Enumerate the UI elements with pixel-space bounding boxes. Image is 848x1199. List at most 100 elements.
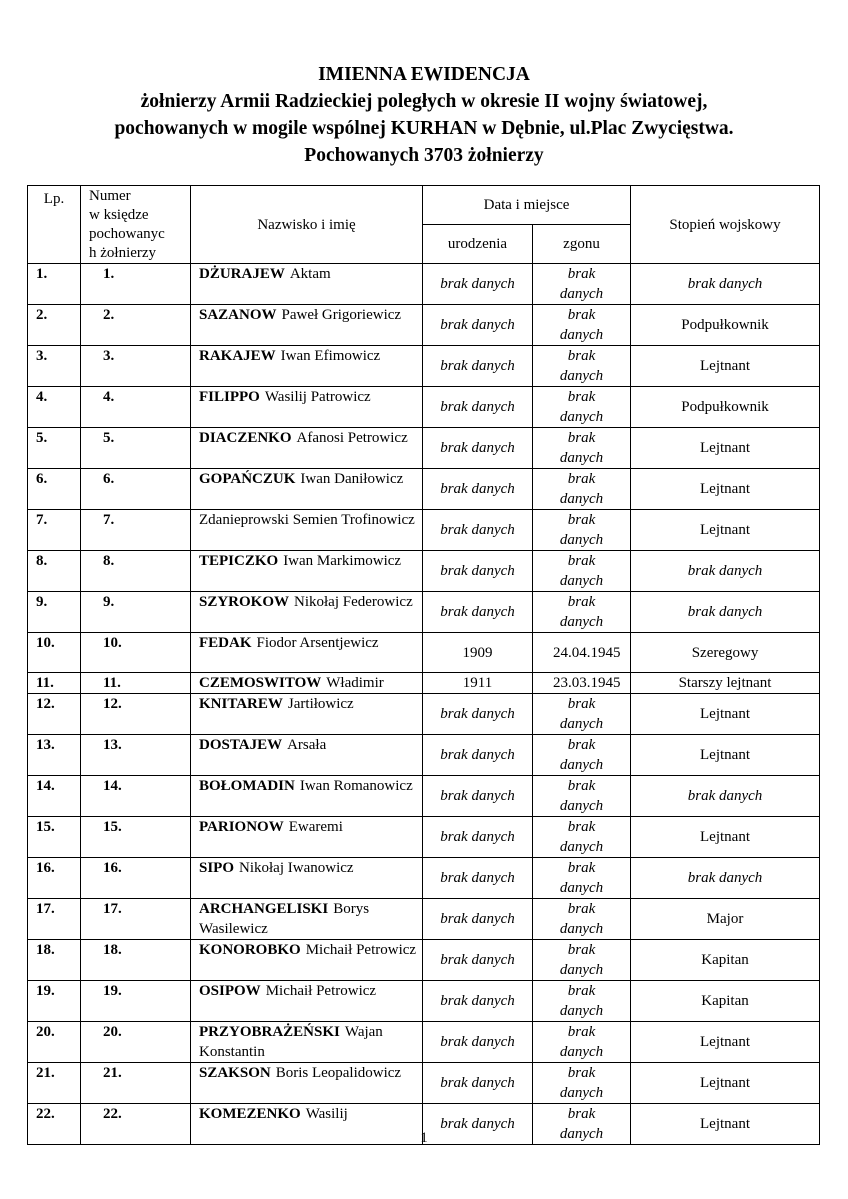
rank-cell: Kapitan xyxy=(630,939,821,981)
birth-cell: brak danych xyxy=(422,693,533,735)
surname: BOŁOMADIN xyxy=(199,778,295,794)
birth-cell: brak danych xyxy=(422,939,533,981)
surname: FILIPPO xyxy=(199,389,260,405)
table-row: 1. 1. DŻURAJEW Aktam brak danych brak danych b… xyxy=(27,263,821,305)
given-names: Wasilij xyxy=(305,1106,348,1122)
given-names: Aktam xyxy=(289,266,331,282)
given-names: Paweł Grigoriewicz xyxy=(281,307,402,323)
rank-cell: brak danych xyxy=(630,263,821,305)
number-cell: 20. xyxy=(80,1021,191,1063)
death-cell: brak danych xyxy=(531,857,632,899)
name-cell: GOPAŃCZUK Iwan Daniłowicz xyxy=(190,468,423,510)
surname: ARCHANGELISKI xyxy=(199,901,329,917)
col-birth: urodzenia xyxy=(422,224,533,264)
table-row: 21. 21. SZAKSON Boris Leopalidowicz brak dan… xyxy=(27,1062,821,1104)
rank-cell: Major xyxy=(630,898,821,940)
col-death: zgonu xyxy=(531,224,632,264)
birth-cell: brak danych xyxy=(422,468,533,510)
table-row: 12. 12. KNITAREW Jartiłowicz brak danych brak… xyxy=(27,693,821,735)
given-names: Iwan Efimowicz xyxy=(280,348,381,364)
birth-cell: brak danych xyxy=(422,427,533,469)
death-cell: brak danych xyxy=(531,304,632,346)
table-row: 7. 7. Zdanieprowski Semien Trofinowicz brak… xyxy=(27,509,821,551)
table-row: 3. 3. RAKAJEW Iwan Efimowicz brak danych brak… xyxy=(27,345,821,387)
surname: TEPICZKO xyxy=(199,553,279,569)
lp-cell: 8. xyxy=(27,550,81,592)
given-names: Ewaremi xyxy=(288,819,343,835)
lp-cell: 3. xyxy=(27,345,81,387)
title: IMIENNA EWIDENCJA xyxy=(318,64,530,85)
table-row: 6. 6. GOPAŃCZUK Iwan Daniłowicz brak danych b… xyxy=(27,468,821,510)
lp-cell: 12. xyxy=(27,693,81,735)
surname: PRZYOBRAŻEŃSKI xyxy=(199,1024,340,1040)
death-cell: brak danych xyxy=(531,550,632,592)
name-cell: FEDAK Fiodor Arsentjewicz xyxy=(190,632,423,673)
surname: OSIPOW xyxy=(199,983,261,999)
birth-cell: brak danych xyxy=(422,1062,533,1104)
table-row: 16. 16. SIPO Nikołaj Iwanowicz brak danych br… xyxy=(27,857,821,899)
rank-cell: Podpułkownik xyxy=(630,304,821,346)
number-cell: 16. xyxy=(80,857,191,899)
rank-cell: brak danych xyxy=(630,550,821,592)
death-cell: brak danych xyxy=(531,427,632,469)
rank-cell: Lejtnant xyxy=(630,345,821,387)
rank-cell: Lejtnant xyxy=(630,693,821,735)
table-row: 10. 10. FEDAK Fiodor Arsentjewicz 1909 24.04.… xyxy=(27,632,821,673)
number-cell: 19. xyxy=(80,980,191,1022)
given-names: Michaił Petrowicz xyxy=(305,942,417,958)
col-date-place: Data i miejsce xyxy=(421,185,632,225)
birth-cell: brak danych xyxy=(422,345,533,387)
subtitle-line: Pochowanych 3703 żołnierzy xyxy=(304,145,544,166)
number-cell: 12. xyxy=(80,693,191,735)
surname: SIPO xyxy=(199,860,235,876)
death-cell: brak danych xyxy=(531,775,632,817)
subtitle-line: pochowanych w mogile wspólnej KURHAN w D… xyxy=(114,118,734,139)
number-cell: 21. xyxy=(80,1062,191,1104)
table-row: 15. 15. PARIONOW Ewaremi brak danych brak dan… xyxy=(27,816,821,858)
lp-cell: 7. xyxy=(27,509,81,551)
death-cell: 24.04.1945 xyxy=(531,632,632,673)
name-cell: DOSTAJEW Arsała xyxy=(190,734,423,776)
rank-cell: Lejtnant xyxy=(630,1021,821,1063)
rank-cell: Lejtnant xyxy=(630,1062,821,1104)
table-row: 17. 17. ARCHANGELISKI Borys Wasilewicz brak … xyxy=(27,898,821,940)
table-row: 8. 8. TEPICZKO Iwan Markimowicz brak danych b… xyxy=(27,550,821,592)
rank-cell: brak danych xyxy=(630,775,821,817)
number-cell: 14. xyxy=(80,775,191,817)
name-cell: TEPICZKO Iwan Markimowicz xyxy=(190,550,423,592)
name-cell: KOMEZENKO Wasilij xyxy=(190,1103,423,1145)
col-name: Nazwisko i imię xyxy=(190,185,423,264)
name-cell: CZEMOSWITOW Władimir xyxy=(190,672,423,694)
given-names: Wasilij Patrowicz xyxy=(264,389,371,405)
death-cell: brak danych xyxy=(531,386,632,428)
surname: SZYROKOW xyxy=(199,594,290,610)
rank-cell: Lejtnant xyxy=(630,816,821,858)
name-cell: BOŁOMADIN Iwan Romanowicz xyxy=(190,775,423,817)
table-row: 4. 4. FILIPPO Wasilij Patrowicz brak danych b… xyxy=(27,386,821,428)
rank-cell: Podpułkownik xyxy=(630,386,821,428)
death-cell: brak danych xyxy=(531,263,632,305)
number-cell: 11. xyxy=(80,672,191,694)
given-names: Boris Leopalidowicz xyxy=(275,1065,402,1081)
number-cell: 3. xyxy=(80,345,191,387)
death-cell: brak danych xyxy=(531,693,632,735)
table-row: 11. 11. CZEMOSWITOW Władimir 1911 23.03.1945 S… xyxy=(27,672,821,694)
number-cell: 5. xyxy=(80,427,191,469)
surname: PARIONOW xyxy=(199,819,284,835)
subtitle: żołnierzy Armii Radzieckiej poległych w … xyxy=(0,88,848,169)
name-cell: RAKAJEW Iwan Efimowicz xyxy=(190,345,423,387)
death-cell: brak danych xyxy=(531,898,632,940)
number-cell: 6. xyxy=(80,468,191,510)
header-line: h żołnierzy xyxy=(89,244,157,261)
birth-cell: brak danych xyxy=(422,1021,533,1063)
death-cell: brak danych xyxy=(531,468,632,510)
surname: CZEMOSWITOW xyxy=(199,675,322,691)
death-cell: brak danych xyxy=(531,509,632,551)
surname: KOMEZENKO xyxy=(199,1106,301,1122)
name: Zdanieprowski Semien Trofinowicz xyxy=(199,512,415,528)
birth-cell: 1909 xyxy=(422,632,533,673)
number-cell: 15. xyxy=(80,816,191,858)
number-cell: 9. xyxy=(80,591,191,633)
